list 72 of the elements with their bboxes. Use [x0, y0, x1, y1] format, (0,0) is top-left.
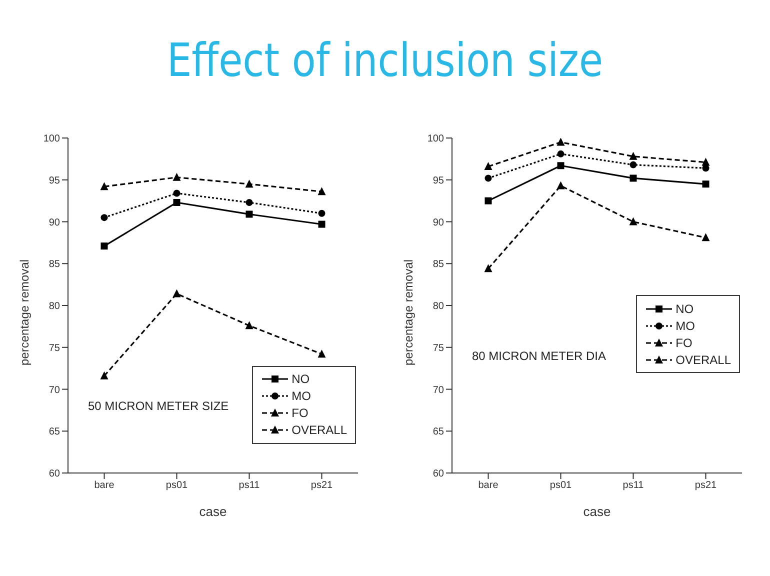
point [172, 289, 181, 298]
point [318, 220, 326, 228]
legend-label: OVERALL [292, 423, 347, 438]
point [100, 182, 108, 190]
point [702, 158, 710, 166]
x-tick-label: ps21 [694, 480, 718, 492]
point [173, 190, 180, 197]
x-tick-label: ps01 [550, 480, 572, 492]
x-tick-label: ps01 [166, 480, 188, 492]
y-tick-label: 85 [432, 259, 444, 270]
point [484, 174, 492, 182]
point [556, 138, 565, 146]
point [557, 150, 564, 158]
y-tick-label: 90 [432, 217, 444, 228]
y-axis-title: percentage removal [401, 259, 416, 366]
point [557, 162, 564, 170]
y-axis-title: percentage removal [17, 259, 32, 366]
point [172, 172, 181, 181]
point [702, 180, 710, 188]
legend-label: NO [292, 372, 310, 386]
y-tick-label: 100 [427, 134, 444, 145]
point [173, 198, 180, 206]
point [484, 264, 492, 272]
y-tick-label: 80 [432, 301, 444, 312]
point [629, 152, 638, 160]
point [245, 180, 254, 188]
point [100, 242, 108, 250]
point [484, 162, 492, 170]
legend-label: NO [676, 302, 694, 316]
x-tick-label: ps21 [310, 480, 334, 492]
point [245, 321, 254, 330]
y-tick-label: 95 [432, 175, 444, 186]
annotation: 50 MICRON METER SIZE [88, 399, 229, 414]
y-tick-label: 75 [48, 342, 60, 354]
x-tick-label: bare [94, 480, 115, 492]
x-axis-title: case [583, 504, 611, 519]
legend-label: OVERALL [676, 352, 731, 367]
chart-title: Effect of inclusion size [166, 32, 604, 89]
legend-label: FO [292, 406, 308, 420]
y-tick-label: 60 [432, 468, 444, 480]
x-tick-label: ps11 [238, 480, 260, 492]
point [702, 233, 710, 242]
y-tick-label: 70 [432, 384, 444, 396]
point [246, 210, 253, 218]
point [630, 161, 637, 168]
y-tick-label: 100 [43, 134, 60, 145]
point [100, 214, 108, 222]
legend-label: MO [676, 318, 695, 333]
y-tick-label: 60 [48, 468, 60, 480]
x-tick-label: bare [478, 480, 499, 492]
point [246, 198, 253, 206]
x-axis-title: case [199, 504, 227, 519]
legend-label: FO [676, 336, 692, 350]
x-tick-label: ps11 [622, 480, 644, 492]
point [630, 174, 637, 182]
legend-label: MO [292, 389, 311, 404]
y-tick-label: 70 [48, 384, 60, 396]
point [318, 350, 326, 358]
annotation: 80 MICRON METER DIA [472, 349, 606, 364]
y-tick-label: 90 [48, 217, 60, 228]
y-tick-label: 75 [432, 342, 444, 354]
y-tick-label: 65 [432, 426, 444, 438]
y-tick-label: 95 [48, 175, 60, 186]
y-tick-label: 65 [48, 426, 60, 438]
point [318, 210, 326, 217]
y-tick-label: 85 [48, 259, 60, 270]
y-tick-label: 80 [48, 301, 60, 312]
point [318, 187, 326, 196]
point [556, 181, 565, 190]
point [629, 217, 638, 226]
point [484, 197, 492, 204]
point [100, 371, 108, 380]
